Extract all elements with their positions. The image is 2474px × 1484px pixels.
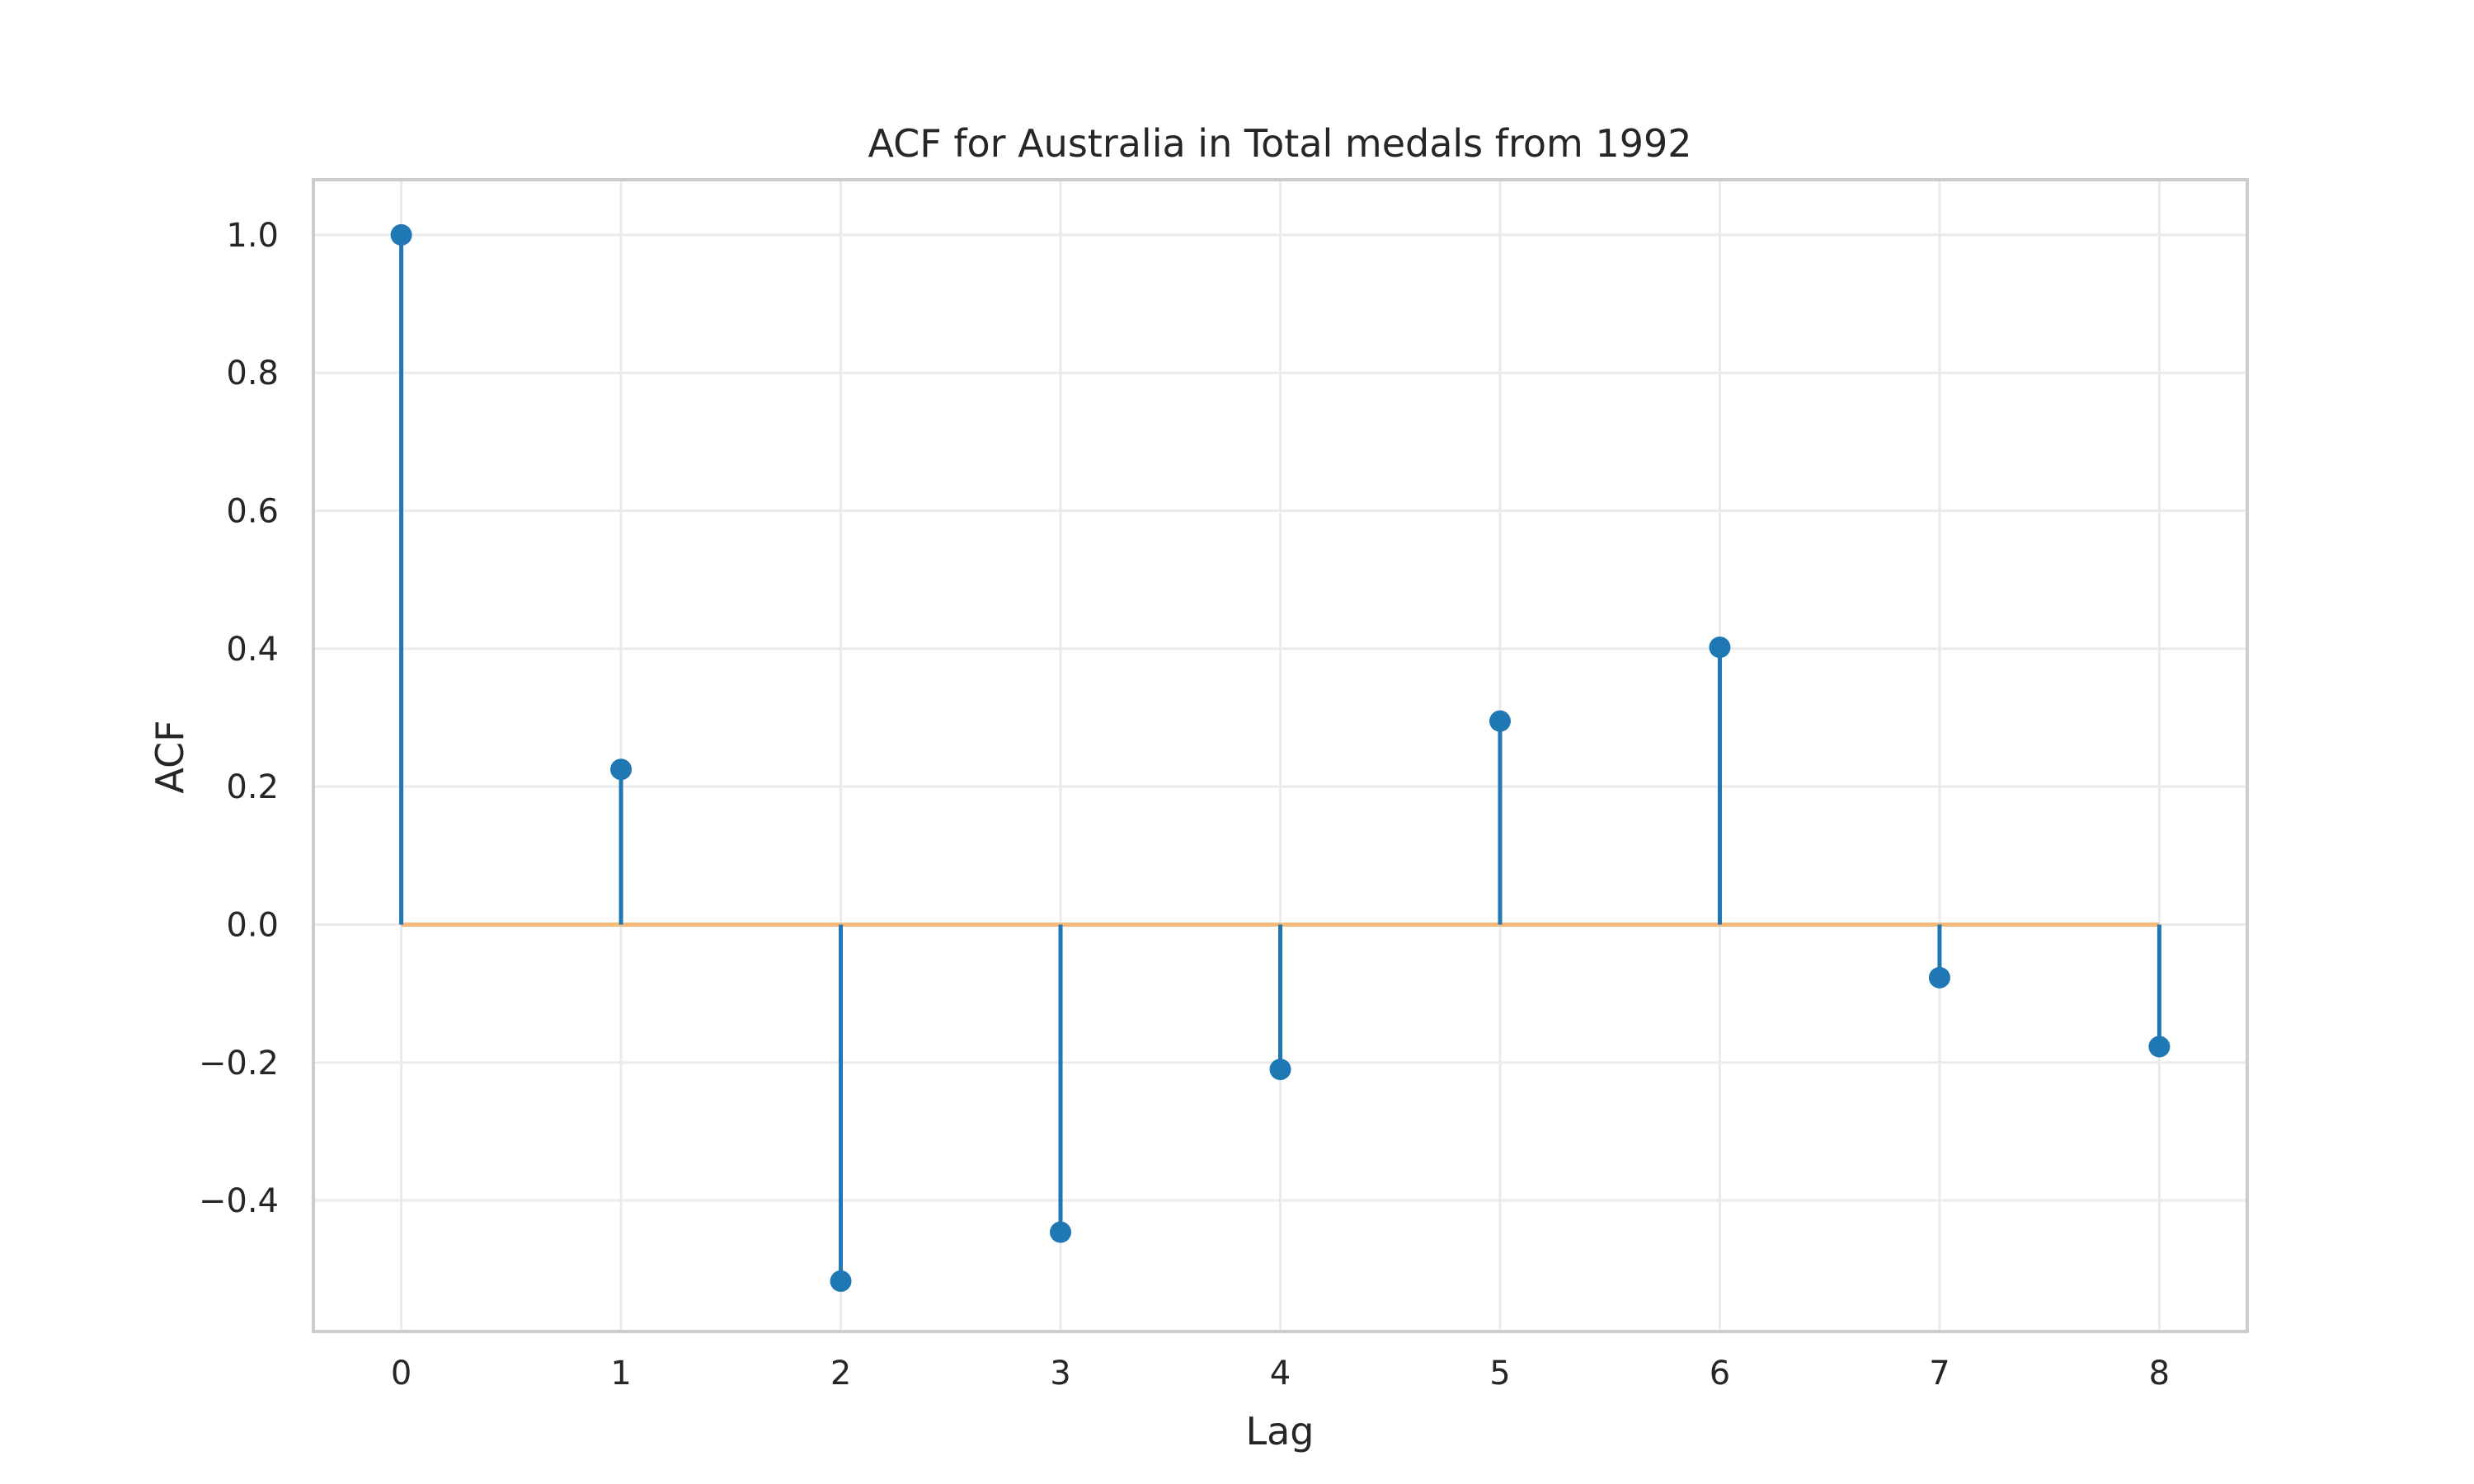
y-tick-labels: −0.4 −0.2 0.0 0.2 0.4 0.6 0.8 1.0 <box>199 217 279 1220</box>
stems <box>399 234 2161 1281</box>
x-tick-label: 4 <box>1270 1355 1291 1392</box>
y-tick-label: 0.8 <box>226 355 279 392</box>
y-tick-label: 0.0 <box>226 906 279 944</box>
x-tick-label: 5 <box>1489 1355 1510 1392</box>
stem-marker <box>390 223 412 246</box>
x-tick-label: 0 <box>391 1355 412 1392</box>
stem-marker <box>1489 710 1511 732</box>
x-tick-label: 7 <box>1929 1355 1950 1392</box>
y-tick-label: −0.2 <box>199 1045 279 1082</box>
stem-marker <box>830 1270 852 1292</box>
x-tick-label: 2 <box>830 1355 851 1392</box>
stem-marker <box>1928 966 1950 989</box>
y-tick-label: 0.2 <box>226 768 279 806</box>
y-tick-label: 0.4 <box>226 631 279 669</box>
y-axis-label: ACF <box>148 720 192 793</box>
stem-marker <box>1269 1059 1291 1081</box>
chart-title: ACF for Australia in Total medals from 1… <box>868 121 1691 166</box>
x-tick-label: 6 <box>1710 1355 1730 1392</box>
stem-marker <box>1709 636 1731 659</box>
markers <box>390 223 2171 1292</box>
plot-frame <box>312 178 2249 1333</box>
y-tick-label: 1.0 <box>226 217 279 255</box>
y-tick-label: −0.4 <box>199 1182 279 1220</box>
x-tick-label: 1 <box>610 1355 631 1392</box>
stem-marker <box>1050 1221 1072 1243</box>
stem-marker <box>610 758 633 781</box>
stem-marker <box>2148 1036 2171 1058</box>
x-axis-label: Lag <box>1245 1409 1314 1453</box>
y-tick-label: 0.6 <box>226 493 279 531</box>
x-tick-labels: 0 1 2 3 4 5 6 7 8 <box>391 1355 2170 1392</box>
x-tick-label: 3 <box>1050 1355 1070 1392</box>
x-tick-label: 8 <box>2149 1355 2170 1392</box>
